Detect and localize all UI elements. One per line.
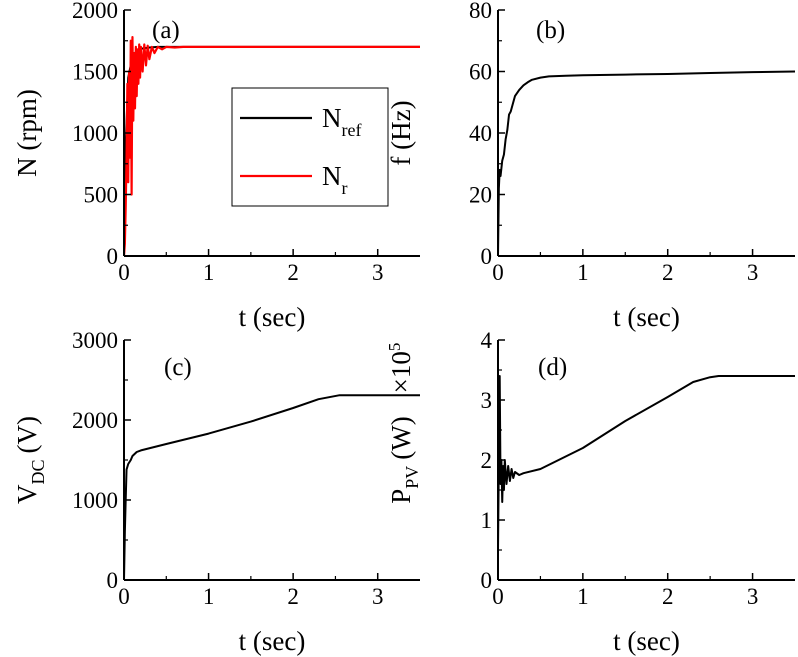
panel-d: 0 1 2 3 0 1 2 3 4 t (sec) PPV(W) ×105 (d) xyxy=(385,328,795,656)
x-tick-label: 1 xyxy=(203,260,215,285)
y-tick-label: 4 xyxy=(481,328,493,353)
y-axis-label: N (rpm) xyxy=(12,89,42,177)
x-tick-label: 2 xyxy=(287,260,299,285)
series-line-a-1 xyxy=(124,35,420,256)
y-tick-label: 1000 xyxy=(72,488,118,513)
y-tick-label: 0 xyxy=(107,568,119,593)
legend-label-1: Nr xyxy=(322,161,348,198)
legend-box xyxy=(231,87,389,207)
y-tick-label: 500 xyxy=(84,183,119,208)
panel-tag-d: (d) xyxy=(538,354,567,381)
x-tick-label: 0 xyxy=(118,584,130,609)
x-tick-label: 2 xyxy=(662,260,674,285)
series-line-b-0 xyxy=(498,70,795,256)
y-tick-label: 1000 xyxy=(72,121,118,146)
x-tick-label: 2 xyxy=(662,584,674,609)
x-tick-label: 3 xyxy=(747,260,759,285)
x-tick-label: 1 xyxy=(577,584,589,609)
y-tick-label: 20 xyxy=(469,183,492,208)
y-tick-label: 80 xyxy=(469,0,492,23)
y-axis-label: f (Hz) xyxy=(386,100,416,165)
y-tick-label: 0 xyxy=(481,244,493,269)
x-tick-label: 3 xyxy=(747,584,759,609)
series-line-c-0 xyxy=(124,394,420,580)
x-tick-label: 1 xyxy=(203,584,215,609)
x-tick-label: 3 xyxy=(372,260,384,285)
legend: Nref Nr xyxy=(231,87,389,207)
x-tick-label: 3 xyxy=(372,584,384,609)
y-tick-label: 60 xyxy=(469,60,492,85)
panel-tag-a: (a) xyxy=(152,17,180,44)
panel-tag-c: (c) xyxy=(164,354,192,381)
x-tick-label: 0 xyxy=(492,584,504,609)
y-tick-label: 3 xyxy=(481,388,493,413)
y-axis-multiplier: ×105 xyxy=(385,343,416,394)
series-line-d-0 xyxy=(498,375,795,551)
x-axis-label: t (sec) xyxy=(239,626,306,656)
y-axis-label: PPV(W) xyxy=(386,416,422,504)
y-tick-label: 0 xyxy=(481,568,493,593)
panel-tag-b: (b) xyxy=(536,17,565,44)
y-tick-label: 2000 xyxy=(72,408,118,433)
x-tick-label: 1 xyxy=(577,260,589,285)
panel-b: 0 1 2 3 0 20 40 60 80 t (sec) f (Hz) (b) xyxy=(386,0,795,332)
x-tick-label: 0 xyxy=(492,260,504,285)
legend-label-0: Nref xyxy=(322,103,361,140)
y-tick-label: 40 xyxy=(469,121,492,146)
x-axis-label: t (sec) xyxy=(239,302,306,332)
y-tick-label: 1 xyxy=(481,508,493,533)
y-tick-label: 2000 xyxy=(72,0,118,23)
y-tick-label: 2 xyxy=(481,448,493,473)
x-axis-label: t (sec) xyxy=(613,302,680,332)
panel-c: 0 1 2 3 0 1000 2000 3000 t (sec) VDC(V) (c) xyxy=(12,328,420,656)
x-tick-label: 2 xyxy=(287,584,299,609)
x-axis-label: t (sec) xyxy=(613,626,680,656)
y-tick-label: 3000 xyxy=(72,328,118,353)
y-tick-label: 0 xyxy=(107,244,119,269)
panel-a: 0 1 2 3 0 500 1000 1500 2000 t (sec) N (rpm) (a) Nre… xyxy=(12,0,420,332)
x-tick-label: 0 xyxy=(118,260,130,285)
y-axis-label: VDC(V) xyxy=(12,416,48,504)
y-tick-label: 1500 xyxy=(72,60,118,85)
